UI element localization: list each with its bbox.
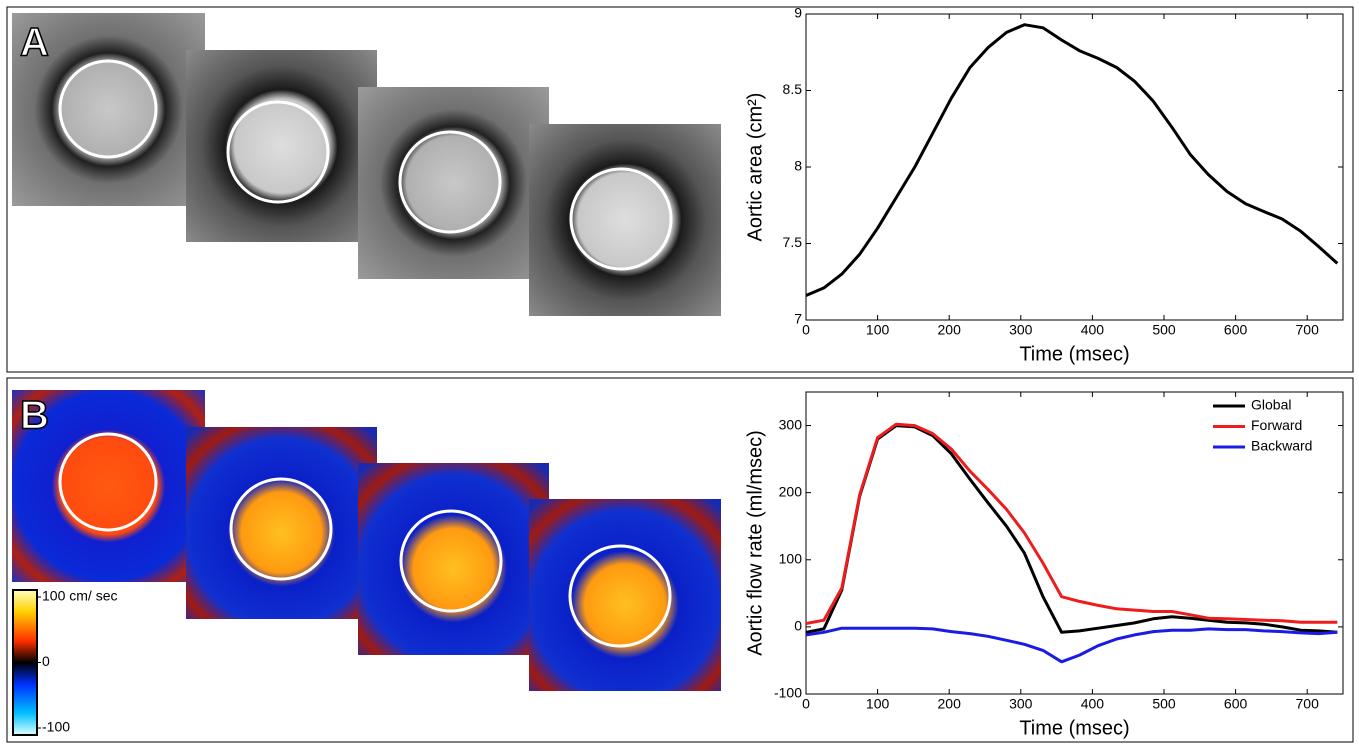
panel-frame — [6, 377, 1354, 743]
y-tick-label: 0 — [794, 618, 802, 634]
x-tick-label: 0 — [802, 322, 810, 338]
x-axis-label: Time (msec) — [1019, 343, 1129, 365]
y-tick-label: 7.5 — [783, 234, 803, 250]
legend-label: Forward — [1251, 417, 1302, 433]
x-tick-label: 600 — [1224, 696, 1248, 712]
colorbar-label: -100 — [42, 719, 70, 735]
y-tick-label: 8 — [794, 158, 802, 174]
legend-label: Backward — [1251, 438, 1312, 454]
x-tick-label: 0 — [802, 696, 810, 712]
x-tick-label: 300 — [1009, 322, 1033, 338]
y-tick-label: 100 — [779, 550, 803, 566]
y-tick-label: 200 — [779, 483, 803, 499]
x-tick-label: 700 — [1296, 696, 1320, 712]
x-tick-label: 200 — [938, 696, 962, 712]
x-tick-label: 500 — [1152, 696, 1176, 712]
x-tick-label: 600 — [1224, 322, 1248, 338]
plot-frame — [805, 391, 1344, 695]
x-tick-label: 100 — [866, 322, 890, 338]
y-tick-label: 9 — [794, 5, 802, 21]
x-axis-label: Time (msec) — [1019, 717, 1129, 739]
panel-frame — [6, 6, 1354, 373]
y-tick-label: 8.5 — [783, 81, 803, 97]
panel-label: B — [20, 394, 49, 438]
x-tick-label: 400 — [1081, 322, 1105, 338]
y-axis-label: Aortic area (cm²) — [744, 93, 766, 242]
x-tick-label: 300 — [1009, 696, 1033, 712]
flow-images — [12, 390, 721, 691]
x-tick-label: 700 — [1296, 322, 1320, 338]
panel-label: A — [20, 21, 49, 65]
colorbar — [12, 589, 38, 736]
mri-images — [12, 13, 721, 316]
y-tick-label: 300 — [779, 416, 803, 432]
y-tick-label: 7 — [794, 311, 802, 327]
data-line — [805, 626, 1338, 664]
legend-label: Global — [1251, 397, 1291, 413]
data-line — [805, 23, 1339, 297]
colorbar-label: 100 cm/ sec — [42, 588, 117, 604]
plot-frame — [805, 13, 1344, 321]
y-tick-label: -100 — [774, 685, 802, 701]
data-line — [805, 422, 1338, 625]
x-tick-label: 200 — [938, 322, 962, 338]
x-tick-label: 400 — [1081, 696, 1105, 712]
colorbar-label: 0 — [42, 653, 50, 669]
y-axis-label: Aortic flow rate (ml/msec) — [744, 430, 766, 656]
x-tick-label: 100 — [866, 696, 890, 712]
x-tick-label: 500 — [1152, 322, 1176, 338]
